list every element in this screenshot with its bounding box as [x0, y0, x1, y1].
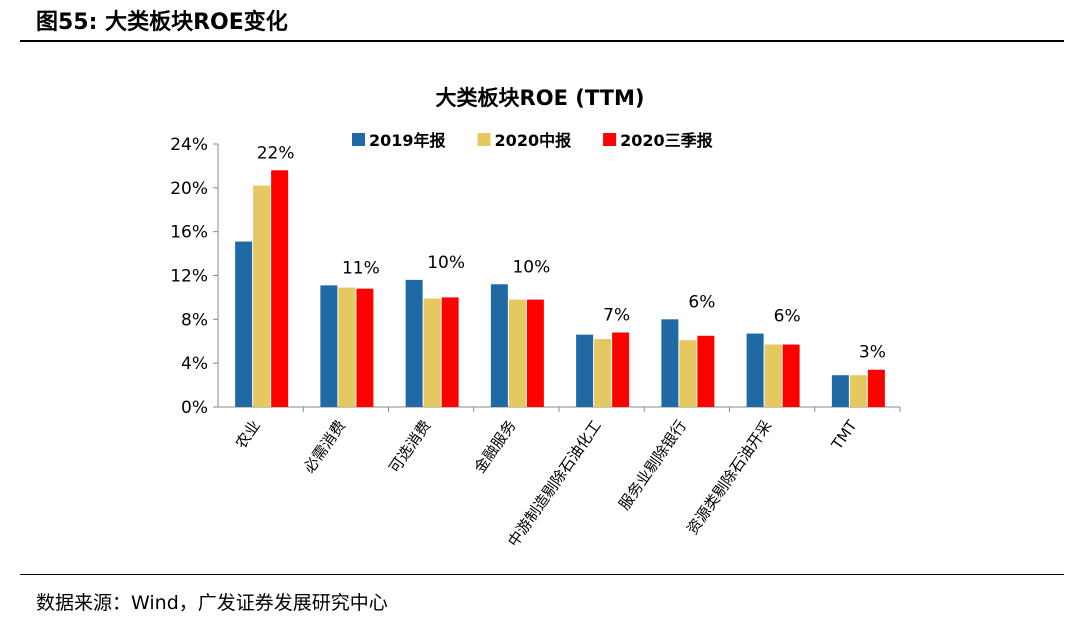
x-tick-label: 农业 [232, 417, 264, 452]
top-rule [20, 40, 1064, 42]
y-tick-label: 4% [181, 354, 208, 374]
bar-2020中报 [423, 298, 441, 407]
bar-2020三季报 [271, 170, 289, 407]
legend-swatch [352, 133, 365, 146]
bar-2020中报 [338, 287, 356, 407]
y-tick-label: 16% [170, 223, 208, 243]
legend-swatch [603, 133, 617, 146]
x-tick-label: TMT [827, 416, 861, 453]
data-label: 6% [774, 307, 801, 327]
y-tick-label: 8% [181, 310, 208, 330]
data-label: 7% [603, 305, 630, 325]
legend-label: 2020三季报 [620, 131, 713, 150]
x-tick-label: 必需消费 [300, 417, 349, 476]
bar-2020中报 [508, 299, 526, 407]
bar-2019年报 [235, 241, 253, 407]
bar-2020中报 [764, 344, 782, 407]
x-tick-label: 可选消费 [385, 417, 434, 476]
x-tick-label: 服务业剔除银行 [615, 417, 690, 513]
y-tick-label: 20% [170, 179, 208, 199]
bar-2020三季报 [612, 332, 630, 407]
x-tick-label: 中游制造剔除石油化工 [504, 417, 605, 550]
chart-title: 大类板块ROE (TTM) [436, 86, 645, 110]
data-label: 22% [257, 143, 295, 163]
bottom-rule [20, 574, 1064, 575]
x-tick-label: 资源类剔除石油开采 [683, 417, 775, 538]
data-label: 11% [342, 258, 380, 278]
figure-title: 图55: 大类板块ROE变化 [36, 10, 288, 35]
source-note: 数据来源：Wind，广发证券发展研究中心 [36, 592, 388, 614]
data-label: 3% [859, 343, 886, 363]
bar-2020三季报 [697, 335, 715, 407]
bar-2020三季报 [782, 344, 800, 407]
legend-swatch [477, 133, 491, 146]
bar-2020中报 [849, 375, 867, 407]
bar-2020中报 [679, 340, 697, 407]
x-tick-label: 金融服务 [470, 417, 519, 476]
bar-2019年报 [320, 285, 338, 407]
legend-label: 2019年报 [369, 131, 446, 150]
y-tick-label: 12% [170, 267, 208, 287]
data-label: 10% [512, 257, 550, 277]
bar-2020中报 [594, 339, 612, 407]
data-label: 6% [688, 292, 715, 312]
bar-2020三季报 [867, 369, 885, 407]
bar-2019年报 [831, 375, 849, 407]
data-label: 10% [427, 253, 465, 273]
bar-2019年报 [405, 279, 423, 407]
legend-label: 2020中报 [495, 131, 572, 150]
bar-2019年报 [746, 333, 764, 407]
bar-2019年报 [490, 284, 508, 407]
bar-2020中报 [253, 185, 271, 407]
y-tick-label: 0% [181, 398, 208, 418]
y-tick-label: 24% [170, 135, 208, 155]
bar-2019年报 [661, 319, 679, 407]
bar-2020三季报 [356, 288, 374, 407]
bar-2020三季报 [441, 297, 459, 407]
bar-2019年报 [576, 334, 594, 407]
bar-2020三季报 [526, 299, 544, 407]
